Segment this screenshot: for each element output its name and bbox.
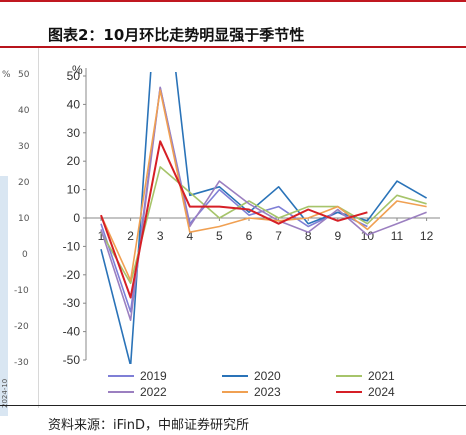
- legend-label: 2021: [368, 369, 395, 383]
- series-line-2022: [100, 86, 427, 321]
- left-partial-chart: % 50 40 30 20 10 0 -10 -20 -30 2024-10: [0, 48, 39, 416]
- left-tick-label: 20: [18, 178, 30, 188]
- left-tick-label: -20: [14, 322, 29, 332]
- title-bar: 图表2：10月环比走势明显强于季节性: [0, 20, 466, 46]
- x-tick-label: 2: [127, 229, 134, 243]
- y-tick-label: -20: [63, 268, 81, 282]
- legend-item-2021: 2021: [336, 369, 395, 383]
- x-tick-label: 9: [334, 229, 341, 243]
- left-tick-label: 30: [18, 142, 30, 152]
- series-line-2024: [100, 140, 368, 299]
- left-partial-bar: [0, 176, 8, 416]
- y-tick-label: 30: [67, 126, 81, 140]
- x-tick-label: 5: [216, 229, 223, 243]
- legend-label: 2022: [140, 385, 167, 399]
- y-axis-unit: %: [72, 63, 83, 77]
- figure-title: 图表2：10月环比走势明显强于季节性: [48, 26, 305, 44]
- y-tick-label: -40: [63, 325, 81, 339]
- legend-item-2020: 2020: [222, 369, 281, 383]
- legend-item-2019: 2019: [108, 369, 167, 383]
- x-tick-label: 11: [391, 229, 404, 243]
- series-line-2021: [100, 166, 427, 285]
- x-tick-label: 8: [305, 229, 312, 243]
- x-tick-label: 4: [186, 229, 193, 243]
- title-underline: [0, 46, 466, 48]
- y-tick-label: 10: [67, 183, 81, 197]
- y-tick-label: -30: [63, 296, 81, 310]
- series-line-2020: [100, 72, 427, 364]
- top-accent-line: [0, 0, 466, 2]
- x-tick-label: 6: [246, 229, 253, 243]
- y-tick-label: 40: [67, 97, 81, 111]
- legend-label: 2020: [254, 369, 281, 383]
- x-tick-label: 1: [98, 229, 105, 243]
- x-tick-label: 7: [275, 229, 282, 243]
- legend-label: 2019: [140, 369, 167, 383]
- y-tick-label: 50: [67, 69, 81, 83]
- left-tick-label: -30: [14, 358, 29, 368]
- legend-item-2024: 2024: [336, 385, 395, 399]
- left-tick-label: 40: [18, 106, 30, 116]
- series-line-2023: [100, 89, 427, 282]
- left-tick-label: 0: [22, 250, 28, 260]
- legend-label: 2024: [368, 385, 395, 399]
- left-tick-label: 10: [18, 214, 30, 224]
- legend-item-2022: 2022: [108, 385, 167, 399]
- bottom-rule: [0, 405, 466, 406]
- y-tick-label: 0: [73, 211, 80, 225]
- x-tick-label: 12: [420, 229, 434, 243]
- left-tick-label: -10: [14, 286, 29, 296]
- y-tick-label: -50: [63, 353, 81, 367]
- legend-label: 2023: [254, 385, 281, 399]
- source-note: 资料来源：iFinD，中邮证券研究所: [48, 418, 250, 433]
- legend-item-2023: 2023: [222, 385, 281, 399]
- left-tick-label: 50: [18, 70, 30, 80]
- y-tick-label: -10: [63, 239, 81, 253]
- left-unit-label: %: [2, 70, 11, 80]
- x-tick-label: 3: [157, 229, 164, 243]
- y-tick-label: 20: [67, 154, 81, 168]
